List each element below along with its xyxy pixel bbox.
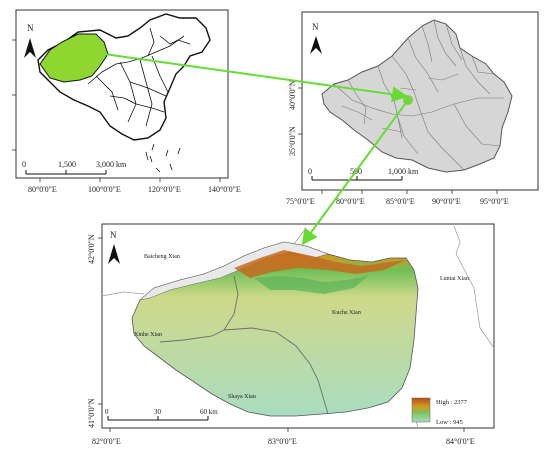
map3-scale-60: 60 km: [200, 408, 218, 416]
map2-scale-1000: 1,000 km: [388, 167, 419, 176]
xinjiang-county-map: N 0 500 1,000 km 40°0'0"N 35°0'0"N 75°0'…: [282, 8, 550, 208]
map2-north-arrow: N: [310, 22, 322, 54]
label-luntai: Luntai Xian: [440, 276, 469, 282]
map2-lon-95: 95°0'0"E: [480, 197, 509, 206]
map2-north-label: N: [312, 22, 319, 32]
map2-lon-75: 75°0'0"E: [286, 197, 315, 206]
legend-high: High : 2377: [436, 399, 468, 406]
map2-scale-500: 500: [350, 167, 362, 176]
map3-north-arrow: N: [108, 230, 120, 264]
map3-scale-30: 30: [154, 408, 162, 416]
legend-low: Low : 945: [436, 419, 463, 426]
map3-scale-bar: 0 30 60 km: [105, 408, 218, 421]
label-shaya: Shaya Xian: [228, 394, 256, 400]
map3-lat-42: 42°0'0"N: [87, 234, 96, 264]
map1-north-label: N: [27, 23, 34, 33]
map2-lat-35: 35°0'0"N: [288, 126, 297, 156]
study-area-dem-map: N Baicheng Xian Luntai Xian Kuche Xian X…: [84, 218, 550, 453]
map2-scale-0: 0: [308, 167, 312, 176]
dem-ridge-red: [234, 250, 406, 278]
south-sea-islands: [145, 143, 181, 173]
dem-high-peaks: [139, 241, 329, 301]
map1-lon-120: 120°0'0"E: [148, 185, 181, 194]
map3-lon-82: 82°0'0"E: [92, 437, 121, 446]
map3-north-label: N: [110, 230, 117, 240]
map1-north-arrow: N: [24, 23, 36, 58]
map3-lat-41: 41°0'0"N: [87, 398, 96, 428]
label-baicheng: Baicheng Xian: [144, 254, 180, 260]
dem-county-boundaries: [159, 275, 329, 415]
dem-legend-ramp: [411, 397, 431, 423]
map1-scale-1500: 1,500: [58, 160, 76, 169]
map3-lon-83: 83°0'0"E: [268, 437, 297, 446]
map3-frame-ticks: [98, 237, 465, 432]
label-kuche: Kuche Xian: [332, 310, 361, 316]
label-xinhe: Xinhe Xian: [134, 332, 162, 338]
map2-lon-85: 85°0'0"E: [386, 197, 415, 206]
dem-legend: High : 2377 Low : 945: [411, 397, 468, 426]
map2-lon-90: 90°0'0"E: [432, 197, 461, 206]
map3-scale-0: 0: [105, 408, 109, 416]
map1-lon-100: 100°0'0"E: [88, 185, 121, 194]
map2-lat-40: 40°0'0"N: [288, 80, 297, 110]
map1-scale-bar: 0 1,500 3,000 km: [22, 160, 127, 175]
map1-lon-80: 80°0'0"E: [28, 185, 57, 194]
china-overview-map: N 0 1,500 3,000 km 80°0'0"E 100°0'0"E 12…: [0, 0, 268, 196]
map1-scale-0: 0: [22, 160, 26, 169]
study-area-marker: [403, 95, 413, 105]
map3-lon-84: 84°0'0"E: [446, 437, 475, 446]
dem-ridge-green: [254, 276, 368, 294]
map1-frame-ticks: [12, 39, 221, 182]
map2-lon-80: 80°0'0"E: [336, 197, 365, 206]
map1-scale-3000: 3,000 km: [96, 160, 127, 169]
map1-lon-140: 140°0'0"E: [208, 185, 241, 194]
